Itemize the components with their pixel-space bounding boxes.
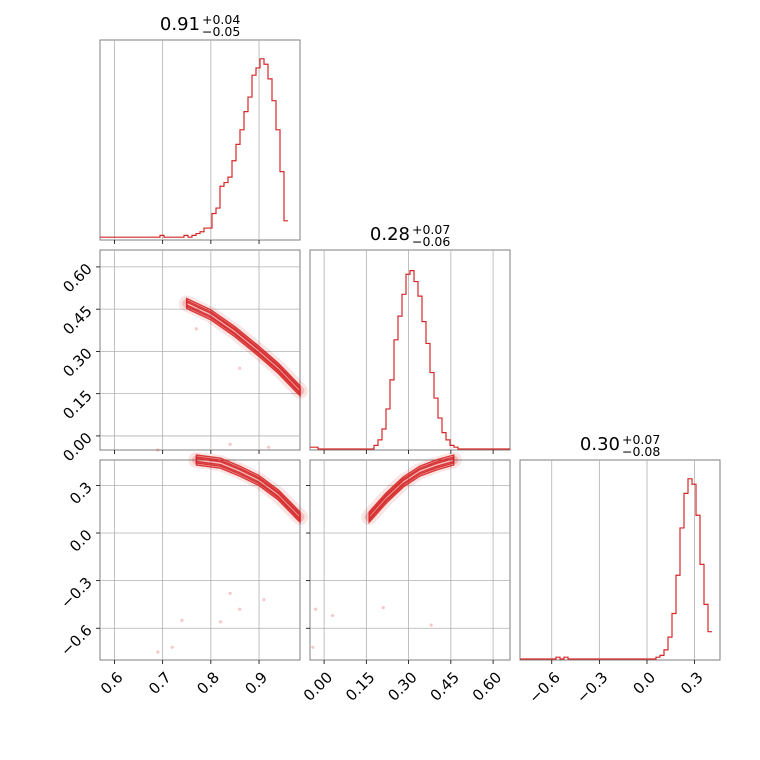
grid-lines (96, 250, 300, 454)
density-halo (188, 452, 308, 526)
panel-frame (99, 39, 301, 241)
outlier-point (238, 366, 242, 370)
outlier-point (156, 650, 160, 654)
density-band (182, 299, 305, 396)
histogram-line (310, 270, 510, 450)
x-tick-label: −0.6 (525, 668, 563, 706)
panel-p3-vs-p1: −0.6 −0.3 0.0 0.3 (57, 452, 308, 664)
outlier-point (228, 591, 232, 595)
contour-level (186, 300, 301, 395)
contour-level (195, 456, 301, 522)
y-tick-label: 0.00 (59, 429, 95, 465)
panel-frame (309, 459, 511, 661)
contour-level (186, 299, 301, 396)
x-tick-label: 0.6 (97, 668, 127, 698)
x-tick-label: 0.45 (427, 668, 463, 704)
panel-frame (309, 249, 511, 451)
title-p3-lower: −0.08 (622, 444, 660, 459)
density-band (364, 455, 459, 522)
contour-level (195, 457, 301, 521)
outlier-point (262, 598, 266, 602)
outlier-point (381, 606, 385, 610)
contour-set (156, 295, 308, 452)
x-tick-label: 0.60 (469, 668, 505, 704)
grid-lines (96, 460, 300, 664)
y-tick-label: 0.60 (59, 260, 95, 296)
title-p3-upper: +0.07 (622, 432, 660, 447)
x-tick-label: 0.7 (145, 668, 175, 698)
outlier-point (194, 327, 198, 331)
title-p3: 0.30 (580, 434, 620, 455)
y-tick-label: −0.6 (57, 621, 95, 659)
title-p1-upper: +0.04 (202, 12, 240, 27)
panel-frame (99, 459, 301, 661)
contour-level (368, 456, 455, 522)
outlier-point (330, 613, 335, 618)
outlier-point (180, 618, 184, 622)
contour-set (156, 452, 308, 654)
outlier-point (311, 645, 315, 649)
y-tick-label: 0.30 (59, 344, 95, 380)
contour-level (368, 457, 455, 521)
histogram-line (520, 478, 712, 660)
outlier-point (228, 442, 232, 446)
x-tick-label: 0.00 (300, 668, 336, 704)
x-tick-label: 0.30 (384, 668, 420, 704)
x-axis-ticks-p3: −0.6 −0.3 0.0 0.3 (525, 668, 706, 706)
x-tick-label: 0.9 (242, 668, 272, 698)
panel-p2-vs-p1: 0.00 0.15 0.30 0.45 0.60 (59, 249, 308, 465)
contour-set (311, 452, 462, 649)
outlier-point (238, 607, 242, 611)
x-tick-label: 0.8 (193, 668, 223, 698)
panel-frame (519, 459, 721, 661)
outlier-point (170, 645, 174, 649)
title-p2-upper: +0.07 (412, 222, 450, 237)
title-p2-lower: −0.06 (412, 234, 450, 249)
x-axis-ticks-p1: 0.6 0.7 0.8 0.9 (97, 668, 271, 698)
panel-p3-vs-p2 (306, 452, 511, 664)
outlier-point (267, 445, 271, 449)
panel-p2-marginal: 0.28 +0.07 −0.06 (309, 222, 511, 454)
contour-level (368, 454, 455, 524)
panel-p1-marginal: 0.91 +0.04 −0.05 (99, 12, 301, 244)
x-tick-label: 0.0 (629, 668, 659, 698)
density-halo (178, 295, 308, 399)
contour-level (186, 297, 301, 398)
y-ticks: −0.6 −0.3 0.0 0.3 (57, 478, 95, 659)
outlier-point (218, 620, 223, 624)
grid-lines (306, 460, 510, 664)
x-tick-label: 0.3 (677, 668, 707, 698)
y-tick-label: −0.3 (57, 574, 95, 612)
panel-p3-marginal: 0.30 +0.07 −0.08 (519, 432, 721, 664)
y-tick-label: 0.3 (66, 478, 96, 508)
histogram-line (100, 58, 288, 238)
density-halo (361, 452, 462, 526)
title-p1: 0.91 (160, 14, 200, 35)
outlier-point (156, 448, 160, 452)
contour-level (195, 454, 301, 524)
outlier-point (429, 623, 433, 627)
density-band (191, 455, 305, 522)
grid-lines (114, 40, 260, 244)
panel-frame (99, 249, 301, 451)
title-p2: 0.28 (370, 224, 410, 245)
outlier-point (314, 607, 318, 611)
x-tick-label: 0.15 (342, 668, 378, 704)
x-axis-ticks-p2: 0.00 0.15 0.30 0.45 0.60 (300, 668, 505, 704)
title-p1-lower: −0.05 (202, 24, 240, 39)
y-tick-label: 0.45 (59, 302, 95, 338)
y-tick-label: 0.15 (59, 387, 95, 423)
y-tick-label: 0.0 (66, 526, 96, 556)
grid-lines (551, 460, 696, 664)
grid-lines (323, 250, 494, 454)
y-ticks: 0.00 0.15 0.30 0.45 0.60 (59, 260, 95, 465)
x-tick-label: −0.3 (573, 668, 611, 706)
